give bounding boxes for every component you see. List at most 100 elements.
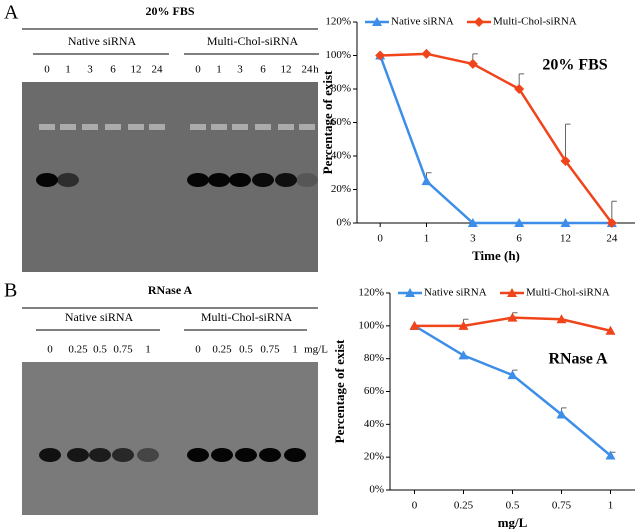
lane-label: 0: [195, 344, 201, 356]
y-tick-label: 0%: [369, 484, 384, 496]
unit-label: mg/L: [304, 344, 328, 356]
lane-label: 1: [145, 344, 151, 356]
gel-band: [112, 448, 134, 462]
legend-label: Native siRNA: [391, 16, 454, 28]
error-bar: [565, 123, 571, 162]
gel-band: [232, 124, 248, 130]
data-point: [458, 350, 469, 360]
y-tick-label: 20%: [364, 451, 384, 463]
panel-label: B: [4, 280, 17, 302]
gel-band: [137, 448, 159, 462]
plot: 0% 20% 40% 60% 80% 100% 120% 0 1 3 6 12 24 Time (h) Pe…: [320, 16, 635, 263]
gel-band: [128, 124, 144, 130]
y-tick-label: 20%: [331, 183, 351, 195]
lane-label: 0: [47, 344, 53, 356]
legend-label: Multi-Chol-siRNA: [493, 16, 577, 28]
data-point: [474, 17, 484, 27]
data-line: [378, 55, 612, 225]
y-tick-label: 60%: [331, 116, 351, 128]
x-tick-label: 0.75: [552, 500, 572, 512]
y-tick-label: 120%: [358, 287, 384, 299]
panel-label: A: [4, 2, 19, 24]
lane-label: 0.75: [113, 344, 133, 356]
data-point: [556, 314, 567, 324]
gel-title: 20% FBS: [145, 4, 194, 18]
lane-label: 1: [216, 64, 222, 76]
gel-band: [82, 124, 98, 130]
gel-band: [36, 173, 58, 187]
y-axis-label: Percentage of exist: [332, 339, 347, 443]
lane-label: 0: [44, 64, 50, 76]
data-point: [372, 17, 382, 26]
gel-band: [278, 124, 294, 130]
x-tick-label: 6: [516, 233, 522, 245]
data-point: [405, 288, 415, 297]
x-tick-label: 24: [606, 233, 618, 245]
y-axis-label: Percentage of exist: [320, 70, 335, 174]
x-tick-label: 0: [412, 500, 418, 512]
gel-band: [89, 448, 111, 462]
group-label: Native siRNA: [68, 34, 137, 48]
data-point: [556, 409, 567, 419]
legend-label: Multi-Chol-siRNA: [526, 287, 610, 299]
lane-label: 6: [260, 64, 266, 76]
lane-label: 0.5: [239, 344, 253, 356]
gel-image: [22, 362, 318, 515]
data-point: [421, 48, 432, 59]
gel-band: [39, 448, 61, 462]
lane-label: 0.75: [260, 344, 280, 356]
unit-label: h: [313, 64, 319, 76]
gel-band: [67, 448, 89, 462]
gel-title: RNase A: [148, 283, 193, 297]
data-point: [560, 218, 571, 227]
gel-band: [190, 124, 206, 130]
gel-band: [259, 448, 281, 462]
y-tick-label: 80%: [364, 352, 384, 364]
data-point: [467, 218, 478, 227]
y-tick-label: 40%: [331, 150, 351, 162]
annotation: 20% FBS: [542, 57, 607, 74]
data-point: [375, 50, 386, 61]
gel-band: [211, 124, 227, 130]
data-point: [467, 58, 478, 69]
data-point: [507, 288, 517, 297]
gel-band: [255, 124, 271, 130]
y-tick-label: 60%: [364, 385, 384, 397]
lane-label: 0.5: [93, 344, 107, 356]
group-label: Multi-Chol-siRNA: [207, 34, 299, 48]
x-tick-label: 1: [608, 500, 614, 512]
gel-band: [187, 448, 209, 462]
gel-band: [296, 173, 318, 187]
y-tick-label: 120%: [325, 16, 351, 28]
data-point: [514, 218, 525, 227]
gel-band: [229, 173, 251, 187]
plot: 0% 20% 40% 60% 80% 100% 120% 0 0.25 0.5 0.75 1 mg/L P…: [332, 287, 635, 529]
y-tick-label: 100%: [358, 319, 384, 331]
legend-label: Native siRNA: [424, 287, 487, 299]
gel-band: [60, 124, 76, 130]
data-point: [606, 218, 617, 228]
x-tick-label: 1: [424, 233, 430, 245]
lane-label: 12: [281, 64, 292, 76]
data-point: [507, 312, 518, 322]
data-point: [421, 176, 432, 186]
gel-band: [235, 448, 257, 462]
lane-label: 12: [131, 64, 142, 76]
lane-label: 1: [292, 344, 298, 356]
gel-band: [39, 124, 55, 130]
lane-label: 1: [65, 64, 71, 76]
lane-label: 0.25: [212, 344, 232, 356]
data-point: [514, 84, 525, 94]
lane-label: 24: [152, 64, 164, 76]
x-tick-label: 3: [470, 233, 476, 245]
x-axis-label: Time (h): [472, 248, 520, 263]
gel-band: [57, 173, 79, 187]
y-tick-label: 80%: [331, 83, 351, 95]
data-point: [605, 325, 616, 335]
y-tick-label: 0%: [336, 217, 351, 229]
gel-band: [252, 173, 274, 187]
gel-band: [299, 124, 315, 130]
y-tick-label: 100%: [325, 49, 351, 61]
x-tick-label: 0.25: [454, 500, 474, 512]
